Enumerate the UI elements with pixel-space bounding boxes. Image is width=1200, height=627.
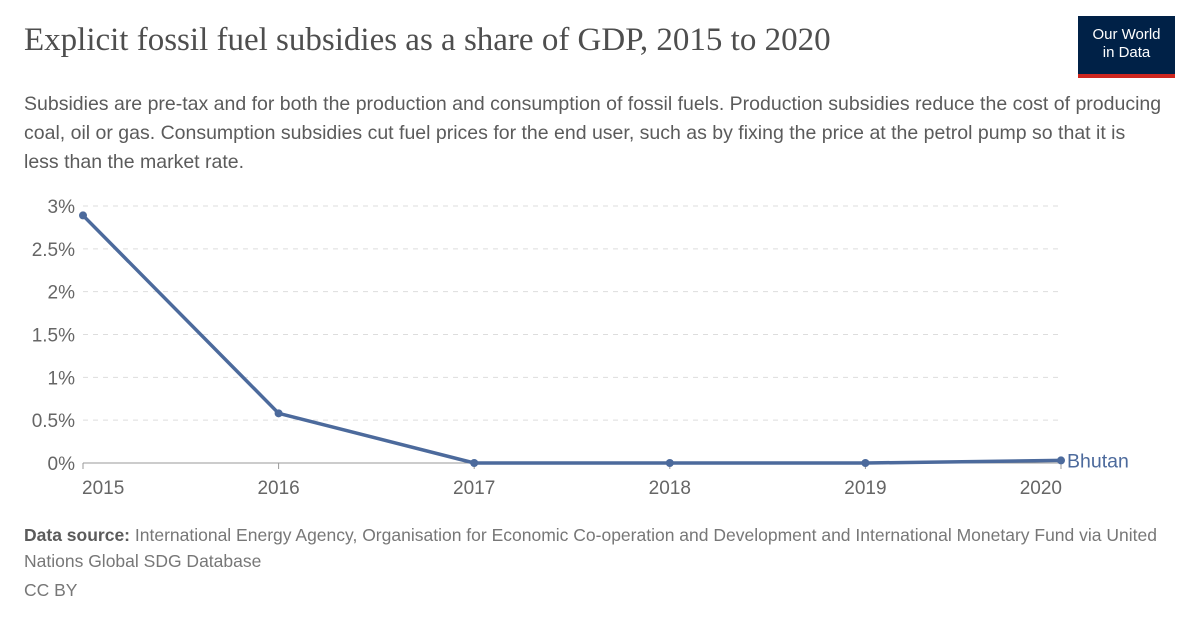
x-tick-label: 2019: [844, 478, 886, 499]
license[interactable]: CC BY: [24, 580, 78, 600]
y-tick-label: 0.5%: [32, 411, 75, 432]
data-source: Data source: International Energy Agency…: [24, 522, 1164, 574]
data-point: [470, 459, 479, 467]
logo-line2: in Data: [1102, 44, 1151, 61]
y-tick-label: 1%: [48, 368, 76, 389]
y-tick-label: 3%: [48, 197, 76, 218]
y-tick-label: 1.5%: [32, 326, 75, 347]
series-label: Bhutan: [1067, 450, 1129, 472]
data-point: [274, 409, 283, 418]
chart-subtitle: Subsidies are pre-tax and for both the p…: [24, 93, 1162, 173]
owid-logo[interactable]: Our World in Data: [1078, 16, 1175, 78]
y-tick-label: 2.5%: [32, 240, 75, 261]
x-tick-label: 2016: [257, 478, 299, 499]
chart-title: Explicit fossil fuel subsidies as a shar…: [24, 22, 831, 58]
data-point: [861, 459, 870, 467]
data-point: [79, 211, 87, 220]
series-line: [81, 214, 1062, 465]
x-tick-label: 2020: [1020, 478, 1062, 499]
logo-line1: Our World: [1092, 26, 1161, 43]
data-point: [1057, 456, 1065, 465]
source-label: Data source:: [24, 525, 131, 545]
data-point: [665, 459, 674, 467]
y-tick-label: 0%: [48, 454, 76, 475]
source-text: International Energy Agency, Organisatio…: [24, 525, 1157, 571]
y-tick-label: 2%: [48, 283, 76, 304]
x-tick-label: 2017: [453, 478, 495, 499]
x-tick-label: 2018: [649, 478, 691, 499]
x-tick-label: 2015: [82, 478, 124, 499]
